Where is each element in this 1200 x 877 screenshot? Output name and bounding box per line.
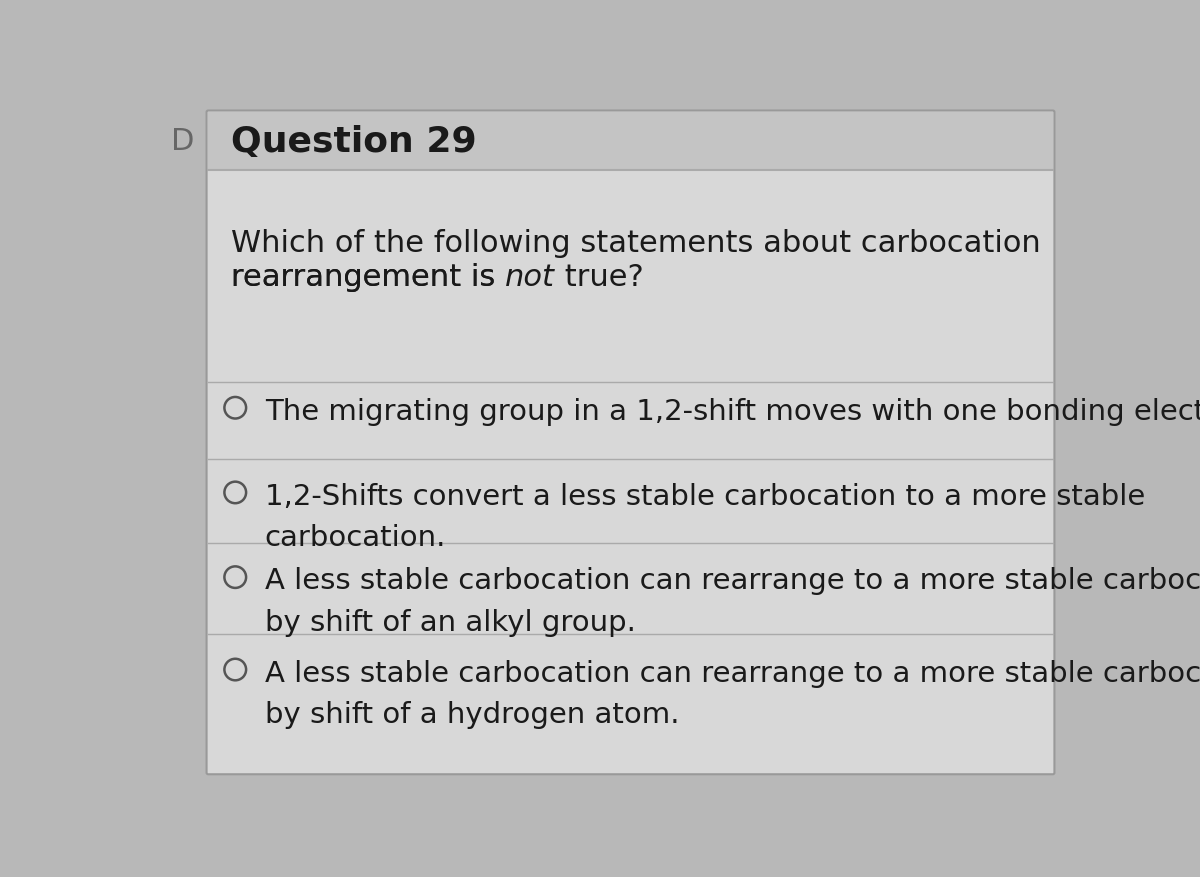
Text: Which of the following statements about carbocation: Which of the following statements about … [232,228,1042,257]
Text: D: D [170,127,194,156]
Text: A less stable carbocation can rearrange to a more stable carbocation
by shift of: A less stable carbocation can rearrange … [265,567,1200,636]
Text: The migrating group in a 1,2-shift moves with one bonding electron.: The migrating group in a 1,2-shift moves… [265,397,1200,425]
FancyBboxPatch shape [206,111,1055,774]
Text: not: not [505,263,556,292]
Text: rearrangement is: rearrangement is [232,263,505,292]
Bar [208,113,1052,171]
Text: 1,2-Shifts convert a less stable carbocation to a more stable
carbocation.: 1,2-Shifts convert a less stable carboca… [265,482,1145,552]
Text: A less stable carbocation can rearrange to a more stable carbocation
by shift of: A less stable carbocation can rearrange … [265,659,1200,728]
Text: rearrangement is: rearrangement is [232,263,505,292]
Text: true?: true? [556,263,644,292]
Text: Question 29: Question 29 [232,125,478,159]
